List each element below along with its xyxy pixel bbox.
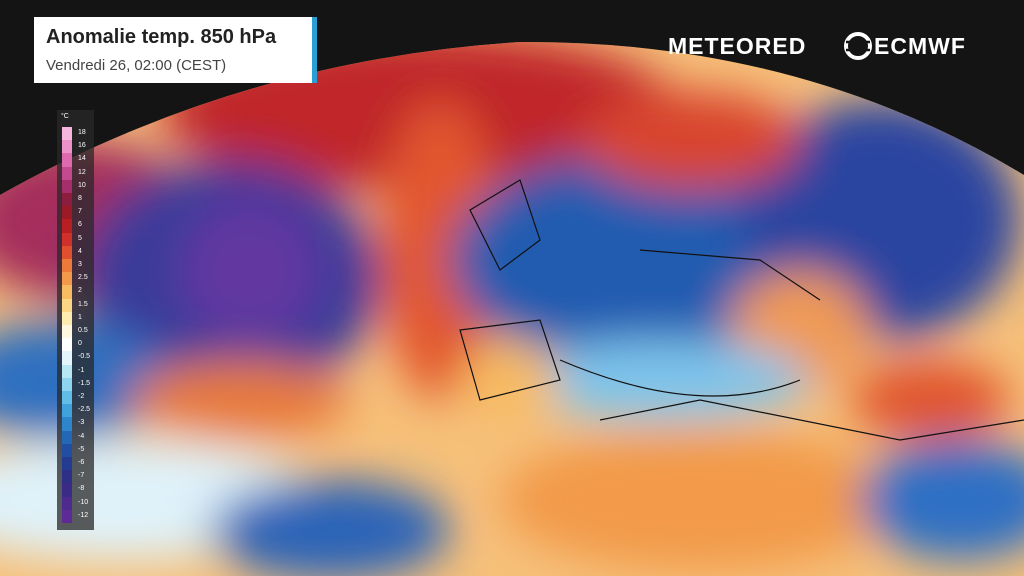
legend-swatch xyxy=(62,259,72,273)
legend-label: -10 xyxy=(78,498,89,506)
legend-swatch xyxy=(62,496,72,510)
legend-label: -1.5 xyxy=(78,379,91,387)
legend-label: -0.5 xyxy=(78,353,91,361)
legend-label: 2 xyxy=(78,287,82,295)
legend-swatch xyxy=(62,166,72,180)
legend-swatch xyxy=(62,417,72,431)
legend-swatch xyxy=(62,153,72,167)
legend-swatch xyxy=(62,430,72,444)
legend-swatch xyxy=(62,179,72,193)
title: Anomalie temp. 850 hPa xyxy=(46,26,277,48)
legend-label: 16 xyxy=(78,142,86,150)
legend-label: 4 xyxy=(78,247,82,255)
legend-label: 8 xyxy=(78,195,82,202)
legend-label: 5 xyxy=(78,234,82,242)
legend-label: 12 xyxy=(78,168,86,176)
subtitle: Vendredi 26, 02:00 (CEST) xyxy=(46,57,227,74)
legend-swatch xyxy=(62,272,72,286)
legend-label: -6 xyxy=(78,459,85,466)
legend-label: 1 xyxy=(78,313,82,321)
legend-swatch xyxy=(62,457,72,471)
legend-label: -2 xyxy=(78,393,85,400)
legend-label: 0.5 xyxy=(78,327,88,334)
legend-swatch xyxy=(62,483,72,497)
legend-swatch xyxy=(62,351,72,365)
legend-swatch xyxy=(62,232,72,246)
legend-label: 3 xyxy=(78,261,82,268)
legend-label: 1.5 xyxy=(78,300,88,308)
legend-label: 18 xyxy=(78,129,86,136)
legend-label: -12 xyxy=(78,511,89,519)
legend-swatch xyxy=(62,206,72,220)
legend-swatch xyxy=(62,443,72,457)
legend-swatch xyxy=(62,470,72,484)
legend-swatch xyxy=(62,404,72,418)
legend-swatch xyxy=(62,325,72,339)
legend-label: -7 xyxy=(78,472,85,480)
legend-label: 0 xyxy=(78,340,82,348)
legend-swatch xyxy=(62,140,72,154)
legend-swatch xyxy=(62,245,72,259)
legend-swatch xyxy=(62,311,72,325)
legend-label: -1 xyxy=(78,366,85,374)
legend-label: -2.5 xyxy=(78,406,91,414)
legend-label: 10 xyxy=(78,181,86,189)
legend-swatch xyxy=(62,219,72,233)
model-logo: ECMWF xyxy=(874,33,966,59)
legend-label: 2.5 xyxy=(78,274,88,282)
provider-logo: METEORED xyxy=(668,33,807,59)
legend-swatch xyxy=(62,285,72,299)
legend-label: -4 xyxy=(78,432,85,440)
legend-swatch xyxy=(62,364,72,378)
legend-unit: °C xyxy=(61,113,69,120)
legend-swatch xyxy=(62,298,72,312)
title-box: Anomalie temp. 850 hPa Vendredi 26, 02:0… xyxy=(34,17,317,83)
legend-label: -3 xyxy=(78,419,85,427)
legend-label: -8 xyxy=(78,485,85,493)
legend-swatch xyxy=(62,127,72,141)
legend-label: -5 xyxy=(78,445,85,453)
legend-swatch xyxy=(62,391,72,405)
legend-label: 14 xyxy=(78,155,86,163)
legend-label: 6 xyxy=(78,221,82,229)
legend-swatch xyxy=(62,338,72,352)
legend-label: 7 xyxy=(78,208,82,216)
legend-swatch xyxy=(62,509,72,523)
legend: °C 18 16 14 12 10 8 7 6 5 4 3 2.5 2 1.5 1 0.5 0 -0.5 -1 -1.… xyxy=(57,110,94,530)
legend-swatch xyxy=(62,193,72,207)
legend-swatch xyxy=(62,377,72,391)
